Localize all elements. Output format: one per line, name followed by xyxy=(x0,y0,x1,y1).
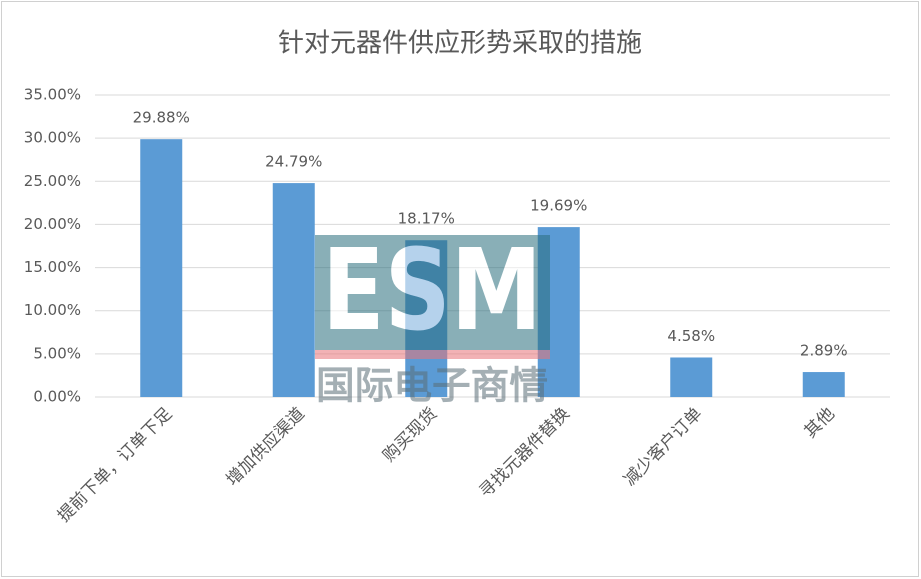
y-tick-label: 0.00% xyxy=(33,388,81,406)
watermark-box xyxy=(315,235,550,353)
bar xyxy=(272,183,315,397)
watermark-text: 国际电子商情 xyxy=(316,364,548,408)
bar xyxy=(140,139,183,397)
watermark: ESM 国际电子商情 xyxy=(315,226,550,408)
y-tick-label: 25.00% xyxy=(24,172,81,190)
data-label: 19.69% xyxy=(530,197,587,215)
y-tick-label: 20.00% xyxy=(24,215,81,233)
data-label: 29.88% xyxy=(133,109,190,127)
y-tick-label: 30.00% xyxy=(24,129,81,147)
y-tick-label: 15.00% xyxy=(24,258,81,276)
y-tick-label: 5.00% xyxy=(33,344,81,362)
y-tick-label: 35.00% xyxy=(24,86,81,104)
data-label: 2.89% xyxy=(800,342,848,360)
bar xyxy=(802,372,845,397)
watermark-stripe xyxy=(315,350,550,359)
data-label: 4.58% xyxy=(667,327,715,345)
y-tick-label: 10.00% xyxy=(24,301,81,319)
watermark-logo: ESM xyxy=(322,226,542,356)
chart-title: 针对元器件供应形势采取的措施 xyxy=(278,29,642,59)
data-label: 24.79% xyxy=(265,153,322,171)
bar xyxy=(670,357,713,397)
data-label: 18.17% xyxy=(398,210,455,228)
